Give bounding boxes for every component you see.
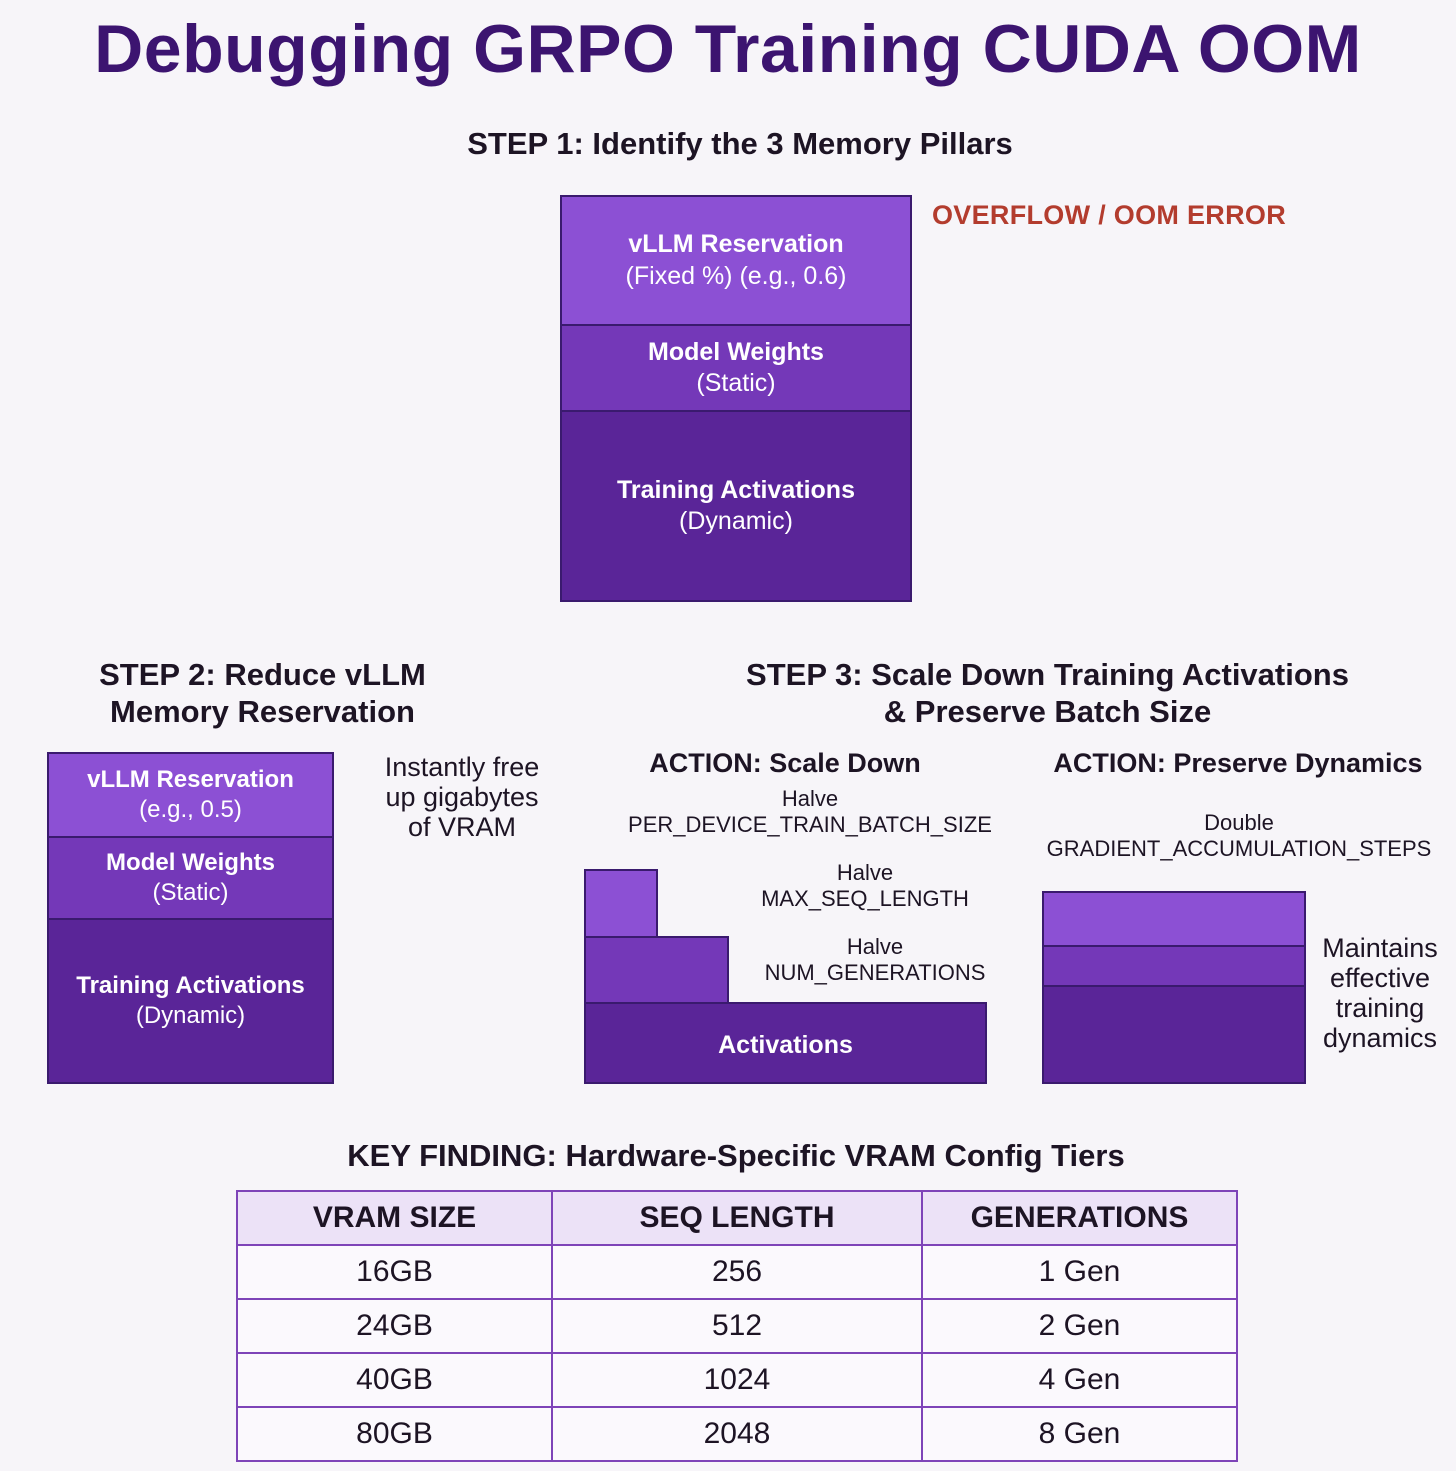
segment-label: Model Weights [106,849,275,876]
step3-heading-line1: STEP 3: Scale Down Training Activations [746,657,1349,692]
action-verb: Halve [836,860,894,885]
note-line: of VRAM [407,812,517,843]
cell-seq-length: 512 [551,1298,923,1354]
note-line: Instantly free [384,752,540,782]
segment-label: vLLM Reservation [628,230,844,259]
segment-sublabel: (e.g., 0.5) [139,796,242,823]
column-header-seq-length: SEQ LENGTH [551,1190,923,1246]
step1-activations-segment: Training Activations (Dynamic) [562,410,910,600]
cell-seq-length: 256 [551,1244,923,1300]
step2-note: Instantly free up gigabytes of VRAM [362,752,562,843]
action-verb: Halve [781,786,839,811]
step2-heading-line1: STEP 2: Reduce vLLM [99,657,426,692]
note-line: Maintains [1322,933,1438,963]
action-param: NUM_GENERATIONS [764,960,986,986]
segment-label: vLLM Reservation [87,766,294,793]
step2-weights-segment: Model Weights (Static) [49,836,332,918]
segment-sublabel: (Fixed %) (e.g., 0.6) [625,261,847,290]
table-row: 80GB 2048 8 Gen [236,1406,1238,1462]
cell-generations: 2 Gen [921,1298,1238,1354]
segment-sublabel: (Static) [152,879,229,906]
step2-memory-stack: vLLM Reservation (e.g., 0.5) Model Weigh… [47,752,334,1084]
action-param: MAX_SEQ_LENGTH [761,886,969,912]
note-line: effective [1329,962,1431,993]
preserve-note: Maintains effective training dynamics [1312,933,1448,1054]
seq-length-block [584,936,729,1004]
note-line: up gigabytes [385,782,539,813]
step1-weights-segment: Model Weights (Static) [562,324,910,410]
activations-label: Activations [718,1030,853,1059]
halve-generations-action: Halve NUM_GENERATIONS [745,934,1005,987]
overflow-label: OVERFLOW / OOM ERROR [932,200,1286,230]
cell-generations: 8 Gen [921,1406,1238,1462]
column-header-vram-size: VRAM SIZE [236,1190,553,1246]
column-header-generations: GENERATIONS [921,1190,1238,1246]
batch-size-block [584,869,658,938]
cell-generations: 4 Gen [921,1352,1238,1408]
step2-heading-line2: Memory Reservation [110,694,415,730]
table-row: 40GB 1024 4 Gen [236,1352,1238,1408]
segment-sublabel: (Static) [696,369,776,397]
step3-heading: STEP 3: Scale Down Training Activations … [640,656,1455,730]
cell-vram-size: 80GB [236,1406,553,1462]
preserved-bottom-segment [1044,985,1304,1082]
cell-vram-size: 24GB [236,1298,553,1354]
page-title: Debugging GRPO Training CUDA OOM [94,11,1362,87]
action-verb: Double [1204,810,1274,835]
cell-generations: 1 Gen [921,1244,1238,1300]
segment-sublabel: (Dynamic) [135,1002,246,1029]
step1-memory-stack: vLLM Reservation (Fixed %) (e.g., 0.6) M… [560,195,912,602]
step2-heading: STEP 2: Reduce vLLM Memory Reservation [40,656,485,730]
step2-activations-segment: Training Activations (Dynamic) [49,918,332,1082]
note-line: dynamics [1322,1022,1438,1053]
activations-block: Activations [584,1002,987,1084]
step1-heading: STEP 1: Identify the 3 Memory Pillars [467,126,1013,161]
segment-label: Training Activations [616,475,855,504]
action-param: PER_DEVICE_TRAIN_BATCH_SIZE [628,812,992,838]
preserved-batch-stack [1042,891,1306,1084]
vram-tiers-table: VRAM SIZE SEQ LENGTH GENERATIONS 16GB 25… [236,1190,1238,1462]
segment-label: Training Activations [76,972,305,999]
cell-seq-length: 1024 [551,1352,923,1408]
preserved-mid-segment [1044,945,1304,985]
preserved-top-segment [1044,893,1304,945]
halve-seq-length-action: Halve MAX_SEQ_LENGTH [730,860,1000,913]
segment-sublabel: (Dynamic) [679,507,793,535]
action-verb: Halve [846,934,904,959]
cell-vram-size: 40GB [236,1352,553,1408]
scale-down-title: ACTION: Scale Down [649,748,921,778]
action-param: GRADIENT_ACCUMULATION_STEPS [1046,836,1432,862]
step1-vllm-segment: vLLM Reservation (Fixed %) (e.g., 0.6) [562,197,910,324]
step2-vllm-segment: vLLM Reservation (e.g., 0.5) [49,754,332,836]
key-finding-heading: KEY FINDING: Hardware-Specific VRAM Conf… [347,1138,1125,1173]
table-row: 24GB 512 2 Gen [236,1298,1238,1354]
cell-seq-length: 2048 [551,1406,923,1462]
segment-label: Model Weights [648,337,824,366]
table-row: 16GB 256 1 Gen [236,1244,1238,1300]
preserve-dynamics-title: ACTION: Preserve Dynamics [1053,748,1423,778]
halve-batch-size-action: Halve PER_DEVICE_TRAIN_BATCH_SIZE [610,786,1010,839]
note-line: training [1335,992,1425,1023]
step3-heading-line2: & Preserve Batch Size [883,694,1212,730]
double-grad-accum-action: Double GRADIENT_ACCUMULATION_STEPS [1030,810,1448,863]
cell-vram-size: 16GB [236,1244,553,1300]
table-header-row: VRAM SIZE SEQ LENGTH GENERATIONS [236,1190,1238,1246]
